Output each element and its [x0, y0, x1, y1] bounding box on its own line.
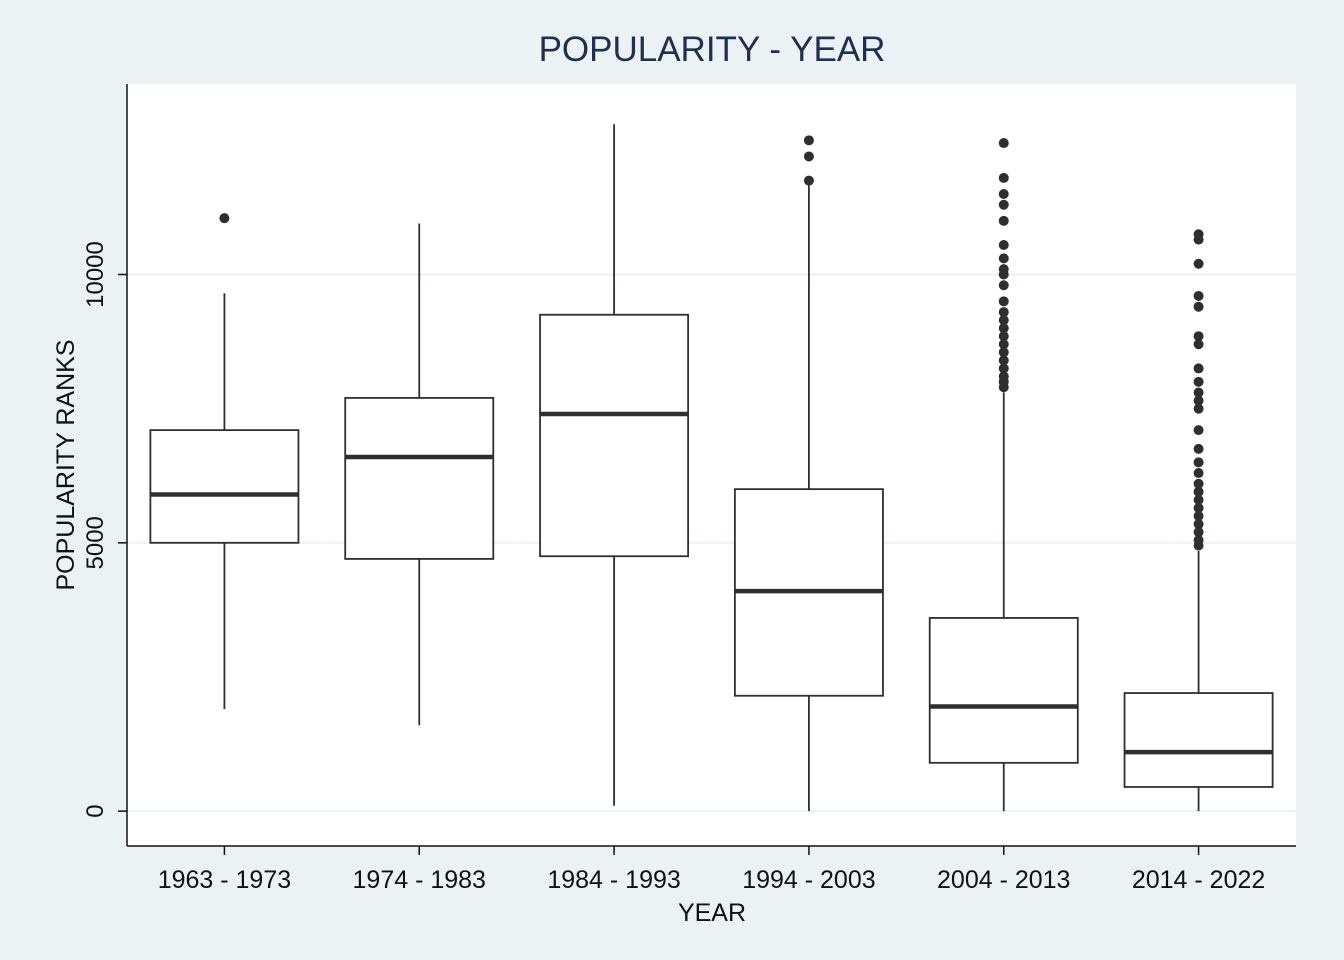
y-axis-label: POPULARITY RANKS [52, 339, 80, 590]
outlier-point [1193, 457, 1204, 468]
box-group [539, 124, 690, 806]
outlier-point [998, 347, 1009, 358]
outlier-point [998, 339, 1009, 350]
outlier-point [998, 371, 1009, 382]
outlier-point [1193, 535, 1204, 546]
plot-area [127, 84, 1296, 846]
x-tick-label: 1963 - 1973 [158, 866, 291, 894]
outlier-point [998, 355, 1009, 366]
outlier-point [1193, 502, 1204, 513]
outlier-point [1193, 387, 1204, 398]
x-tick-label: 1984 - 1993 [547, 866, 680, 894]
outlier-point [1193, 363, 1204, 374]
outlier-point [1193, 403, 1204, 414]
y-tick-label: 10000 [82, 241, 109, 308]
box-series [149, 124, 1274, 812]
outlier-point [1193, 301, 1204, 312]
box-group [344, 223, 495, 726]
outlier-point [998, 323, 1009, 334]
outlier-point [803, 175, 814, 186]
box-group [1123, 229, 1274, 812]
outlier-point [1193, 290, 1204, 301]
outlier-point [998, 280, 1009, 291]
outlier-point [1193, 395, 1204, 406]
outlier-point [998, 307, 1009, 318]
outlier-point [998, 189, 1009, 200]
outlier-point [998, 172, 1009, 183]
x-axis-ticks: 1963 - 1973 1974 - 1983 1984 - 1993 1994 - … [158, 846, 1265, 894]
outlier-point [1193, 425, 1204, 436]
box-group [928, 138, 1079, 812]
outlier-point [1193, 376, 1204, 387]
outlier-point [998, 363, 1009, 374]
outlier-point [998, 264, 1009, 275]
outlier-point [998, 239, 1009, 250]
outlier-point [1193, 331, 1204, 342]
iqr-box [344, 397, 495, 560]
y-axis-ticks: 0 5000 10000 [82, 241, 127, 818]
x-tick-label: 1974 - 1983 [353, 866, 486, 894]
outlier-point [1193, 494, 1204, 505]
outlier-point [998, 199, 1009, 210]
iqr-box [928, 617, 1079, 764]
iqr-box [149, 429, 300, 544]
outlier-point [803, 135, 814, 146]
iqr-box [1123, 692, 1274, 788]
outlier-point [1193, 258, 1204, 269]
x-axis-label: YEAR [678, 899, 746, 927]
x-tick-label: 2014 - 2022 [1132, 866, 1265, 894]
outlier-point [1193, 339, 1204, 350]
outlier-point [998, 296, 1009, 307]
outlier-point [998, 331, 1009, 342]
box-group [149, 213, 300, 710]
x-tick-label: 2004 - 2013 [937, 866, 1070, 894]
box-group [733, 135, 884, 812]
outlier-point [1193, 519, 1204, 530]
x-tick-label: 1994 - 2003 [742, 866, 875, 894]
gridlines [127, 273, 1296, 813]
outlier-point [1193, 443, 1204, 454]
outlier-point [998, 215, 1009, 226]
outlier-point [998, 138, 1009, 149]
outlier-point [1193, 468, 1204, 479]
iqr-box [539, 313, 690, 558]
outlier-point [219, 213, 230, 224]
outlier-point [1193, 486, 1204, 497]
outlier-point [998, 253, 1009, 264]
outlier-point [1193, 527, 1204, 538]
outlier-point [1193, 229, 1204, 240]
outlier-point [1193, 510, 1204, 521]
outlier-point [1193, 478, 1204, 489]
y-tick-label: 0 [82, 804, 109, 817]
y-tick-label: 5000 [82, 516, 109, 569]
chart-title: POPULARITY - YEAR [539, 30, 886, 69]
outlier-point [998, 315, 1009, 326]
outlier-point [803, 151, 814, 162]
